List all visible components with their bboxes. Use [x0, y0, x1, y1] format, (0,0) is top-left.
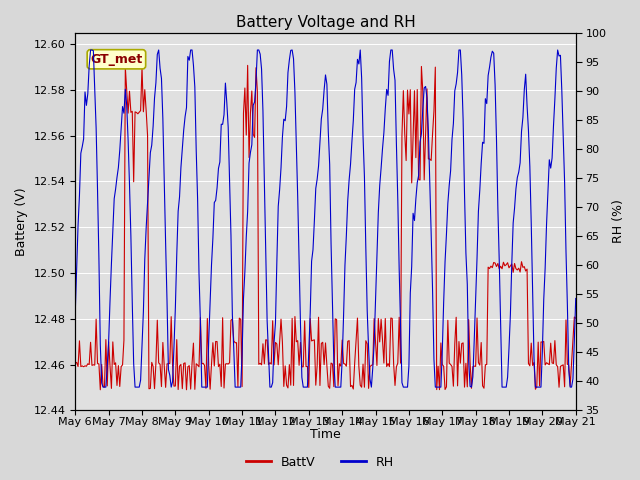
Legend: BattV, RH: BattV, RH: [241, 451, 399, 474]
Y-axis label: RH (%): RH (%): [612, 200, 625, 243]
Text: GT_met: GT_met: [90, 53, 143, 66]
X-axis label: Time: Time: [310, 428, 341, 441]
Y-axis label: Battery (V): Battery (V): [15, 187, 28, 256]
Title: Battery Voltage and RH: Battery Voltage and RH: [236, 15, 415, 30]
